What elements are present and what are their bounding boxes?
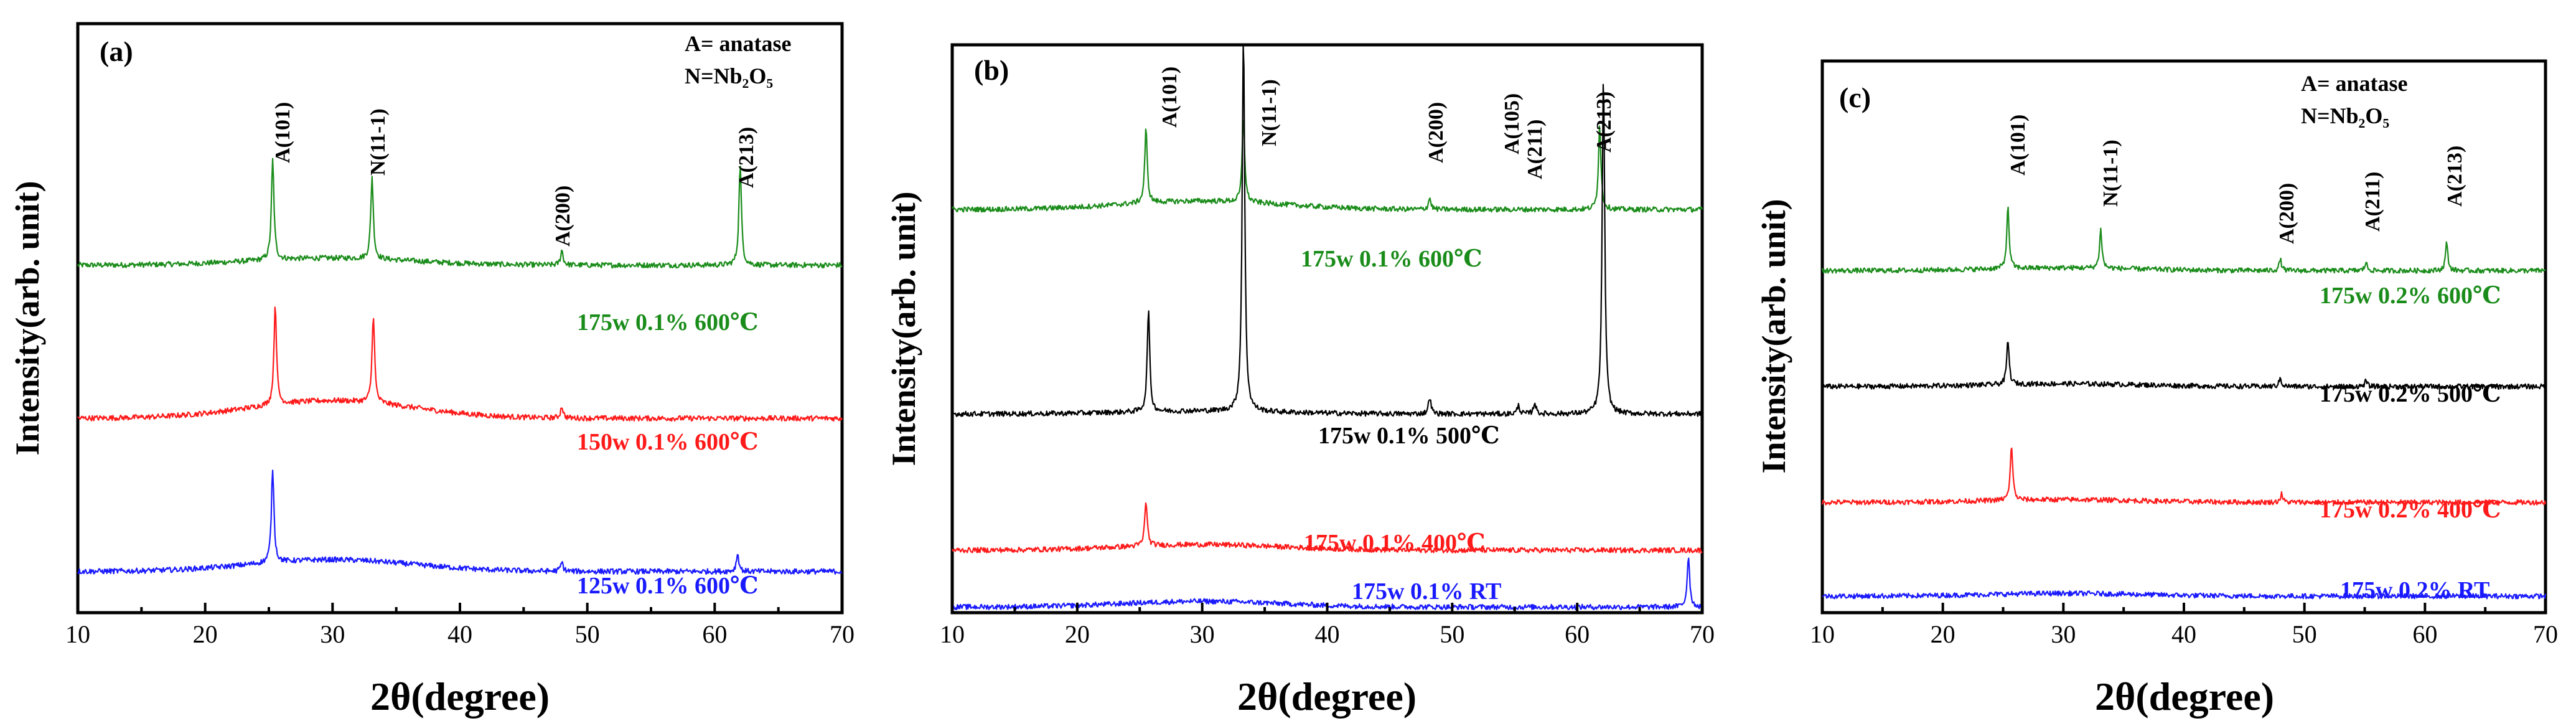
panel-c-legend-nb2o5: N=Nb₂O₅ bbox=[2301, 103, 2389, 128]
panel-b-x-tick-label-10: 10 bbox=[940, 620, 965, 648]
panel-a-x-tick-label-20: 20 bbox=[193, 620, 218, 648]
panel-b-x-tick-label-70: 70 bbox=[1690, 620, 1715, 648]
panel-a-y-axis-title: Intensity(arb. unit) bbox=[9, 181, 46, 455]
panel-b: 10 20 30 40 50 60 70 (b) A(101) N(11-1) A(200)… bbox=[885, 43, 1715, 719]
panel-a-letter: (a) bbox=[100, 35, 133, 67]
panel-c-peak-label-a211: A(211) bbox=[2361, 172, 2384, 232]
panel-c-series-line-3 bbox=[1822, 590, 2547, 600]
panel-b-series-label-600: 175w 0.1% 600℃ bbox=[1301, 246, 1482, 272]
panel-a-series-line-1 bbox=[77, 306, 843, 422]
panel-b-x-axis-title: 2θ(degree) bbox=[1237, 674, 1417, 719]
panel-b-peak-label-a200: A(200) bbox=[1425, 102, 1448, 163]
panel-c-series-line-1 bbox=[1822, 342, 2547, 390]
panel-a-legend-anatase: A= anatase bbox=[685, 31, 792, 56]
panel-b-x-tick-label-50: 50 bbox=[1440, 620, 1464, 648]
panel-b-series-line-1 bbox=[951, 44, 1703, 417]
panel-a-series-label-150w: 150w 0.1% 600℃ bbox=[577, 429, 758, 455]
panel-c-x-tick-label-60: 60 bbox=[2412, 620, 2437, 648]
panel-c: 10 20 30 40 50 60 70 (c) A= anatase N=Nb₂O₅ A(… bbox=[1755, 59, 2558, 719]
panel-a-x-tick-label-30: 30 bbox=[320, 620, 345, 648]
panel-c-x-tick-label-30: 30 bbox=[2051, 620, 2076, 648]
panel-c-x-tick-label-40: 40 bbox=[2171, 620, 2196, 648]
panel-b-series-group bbox=[951, 44, 1703, 610]
panel-a-peak-label-n111: N(11-1) bbox=[367, 108, 390, 176]
panel-c-series-label-400: 175w 0.2% 400℃ bbox=[2320, 497, 2501, 523]
panel-a-x-tick-label-70: 70 bbox=[830, 620, 855, 648]
panel-b-series-line-0 bbox=[952, 120, 1703, 213]
panel-a-x-tick-label-40: 40 bbox=[447, 620, 472, 648]
panel-a-series-label-125w: 125w 0.1% 600℃ bbox=[577, 573, 758, 599]
panel-b-peak-label-n111: N(11-1) bbox=[1258, 79, 1281, 146]
panel-a-peak-label-a213: A(213) bbox=[735, 127, 758, 188]
panel-a-x-tick-label-10: 10 bbox=[65, 620, 90, 648]
panel-a-series-group bbox=[77, 158, 843, 575]
panel-c-series-line-2 bbox=[1821, 447, 2547, 506]
panel-a-x-axis-title: 2θ(degree) bbox=[370, 674, 550, 719]
panel-b-frame bbox=[950, 43, 1704, 615]
panel-c-legend-anatase: A= anatase bbox=[2301, 71, 2408, 96]
panel-b-letter: (b) bbox=[974, 54, 1009, 86]
panel-c-x-tick-label-20: 20 bbox=[1931, 620, 1955, 648]
panel-a-peak-label-a200: A(200) bbox=[551, 186, 574, 247]
panel-c-x-axis-title: 2θ(degree) bbox=[2095, 674, 2274, 719]
panel-a-peak-label-a101: A(101) bbox=[271, 102, 294, 163]
panel-b-peak-label-a105: A(105) bbox=[1501, 93, 1524, 154]
panel-c-peak-label-a200: A(200) bbox=[2275, 183, 2298, 244]
panel-b-peak-label-a211: A(211) bbox=[1524, 120, 1547, 179]
panel-c-x-tick-label-70: 70 bbox=[2533, 620, 2558, 648]
panel-b-series-label-400: 175w 0.1% 400℃ bbox=[1304, 530, 1485, 556]
panel-b-x-ticks: 10 20 30 40 50 60 70 bbox=[940, 603, 1715, 648]
panel-c-series-group bbox=[1821, 206, 2547, 600]
panel-b-peak-label-a101: A(101) bbox=[1158, 67, 1181, 128]
panel-b-x-tick-label-20: 20 bbox=[1065, 620, 1090, 648]
panel-b-x-tick-label-30: 30 bbox=[1190, 620, 1215, 648]
panel-a: 10 20 30 40 50 60 70 (a) A= anatase N=Nb₂O₅ A(… bbox=[9, 22, 855, 719]
panel-c-series-label-rt: 175w 0.2% RT bbox=[2340, 577, 2489, 603]
panel-c-x-tick-label-50: 50 bbox=[2292, 620, 2317, 648]
panel-b-series-line-3 bbox=[951, 557, 1703, 610]
panel-b-series-label-rt: 175w 0.1% RT bbox=[1352, 578, 1501, 605]
panel-c-series-label-500: 175w 0.2% 500℃ bbox=[2320, 381, 2501, 407]
panel-c-peak-label-a101: A(101) bbox=[2007, 115, 2030, 176]
panel-a-x-tick-label-60: 60 bbox=[702, 620, 727, 648]
panel-b-series-line-2 bbox=[951, 502, 1703, 554]
panel-c-x-tick-label-10: 10 bbox=[1810, 620, 1835, 648]
panel-c-peak-label-a213: A(213) bbox=[2443, 146, 2466, 207]
panel-a-series-line-0 bbox=[77, 158, 843, 269]
panel-a-series-line-2 bbox=[77, 469, 843, 575]
panel-b-x-tick-label-40: 40 bbox=[1315, 620, 1340, 648]
panel-c-series-label-600: 175w 0.2% 600℃ bbox=[2320, 283, 2501, 309]
panel-c-series-line-0 bbox=[1821, 206, 2546, 274]
panel-b-x-tick-label-60: 60 bbox=[1565, 620, 1590, 648]
panel-b-series-label-500: 175w 0.1% 500℃ bbox=[1318, 423, 1499, 449]
panel-b-peak-label-a213: A(213) bbox=[1593, 92, 1616, 153]
panel-a-legend-nb2o5: N=Nb₂O₅ bbox=[685, 64, 773, 88]
panel-a-series-label-175w: 175w 0.1% 600℃ bbox=[577, 309, 758, 336]
panel-a-x-ticks: 10 20 30 40 50 60 70 bbox=[65, 603, 855, 648]
panel-c-peak-label-n111: N(11-1) bbox=[2099, 139, 2122, 207]
panel-c-frame bbox=[1820, 59, 2547, 615]
panel-c-x-ticks: 10 20 30 40 50 60 70 bbox=[1810, 603, 2558, 648]
panel-a-x-tick-label-50: 50 bbox=[575, 620, 600, 648]
panel-c-y-axis-title: Intensity(arb. unit) bbox=[1755, 199, 1792, 473]
panel-b-y-axis-title: Intensity(arb. unit) bbox=[885, 191, 922, 466]
panel-c-letter: (c) bbox=[1839, 82, 1871, 113]
